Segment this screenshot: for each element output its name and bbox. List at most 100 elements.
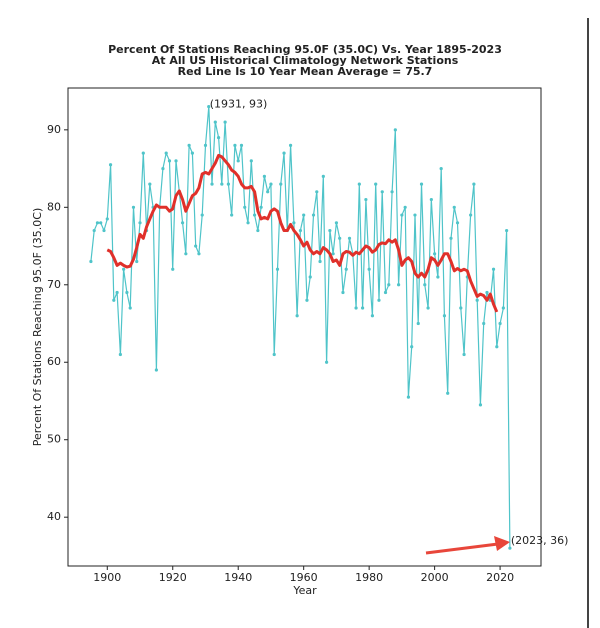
data-point <box>102 228 106 233</box>
data-point <box>393 128 397 132</box>
data-point <box>197 252 201 256</box>
data-point <box>138 221 142 225</box>
data-point <box>89 259 93 264</box>
data-point <box>99 221 103 225</box>
data-point <box>239 143 244 147</box>
x-tick-label: 1920 <box>159 571 187 584</box>
data-point <box>387 283 391 287</box>
data-point <box>200 213 204 217</box>
data-point <box>311 213 316 217</box>
data-point <box>115 290 119 295</box>
data-point <box>141 151 145 155</box>
data-point <box>505 228 509 233</box>
data-point <box>220 182 224 186</box>
data-point <box>272 352 276 357</box>
data-point <box>233 143 237 147</box>
data-point <box>118 352 122 357</box>
plot-area: 1900 1920 1940 1960 1980 2000 2020 40 50 60 70 80 90 <box>47 87 542 584</box>
data-point <box>105 217 109 221</box>
data-point <box>324 360 329 364</box>
data-point <box>318 259 322 264</box>
data-point <box>171 267 175 271</box>
data-point <box>230 213 234 217</box>
data-point <box>174 159 178 163</box>
data-point <box>482 321 486 326</box>
data-point <box>262 174 267 178</box>
data-point <box>252 213 257 217</box>
data-point <box>433 252 437 256</box>
data-point <box>475 298 479 302</box>
data-point <box>282 151 286 155</box>
data-point <box>354 306 358 310</box>
plot-frame <box>67 87 542 567</box>
data-point <box>246 221 250 225</box>
annotation: (1931, 93) <box>210 98 268 111</box>
data-point <box>203 143 208 147</box>
data-point <box>446 391 450 395</box>
y-tick-label: 90 <box>47 123 61 136</box>
annotation: (2023, 36) <box>511 534 569 547</box>
data-point <box>279 182 283 186</box>
data-point <box>462 352 466 357</box>
data-point <box>390 190 394 194</box>
data-point <box>302 213 306 217</box>
data-point <box>308 275 312 279</box>
data-point <box>243 205 247 209</box>
data-point <box>328 228 332 233</box>
data-point <box>288 143 293 147</box>
x-tick-label: 1940 <box>224 571 252 584</box>
data-point <box>305 298 309 302</box>
y-tick-label: 70 <box>47 278 61 291</box>
data-point <box>498 321 502 326</box>
data-point <box>154 368 158 372</box>
data-point <box>472 182 476 186</box>
data-point <box>131 205 136 209</box>
data-point <box>321 174 325 178</box>
data-point <box>449 236 453 240</box>
data-point <box>266 190 270 194</box>
data-point <box>397 283 401 287</box>
data-point <box>410 345 414 349</box>
data-point <box>452 205 456 209</box>
data-point <box>469 213 473 217</box>
data-point <box>194 244 198 248</box>
data-point <box>338 236 342 240</box>
data-point <box>334 221 339 225</box>
data-point <box>164 151 168 155</box>
data-point <box>383 290 388 295</box>
data-point <box>416 321 420 326</box>
series-line <box>106 153 499 313</box>
data-point <box>190 151 194 155</box>
data-point <box>491 267 496 271</box>
data-point <box>236 159 240 163</box>
chart-title: At All US Historical Climatology Network… <box>152 54 459 67</box>
x-tick-label: 1900 <box>93 571 121 584</box>
data-point <box>259 205 263 209</box>
x-tick-label: 2020 <box>486 571 514 584</box>
data-point <box>207 104 211 109</box>
chart-title: Percent Of Stations Reaching 95.0F (35.0… <box>108 43 502 56</box>
y-tick-label: 80 <box>47 200 61 213</box>
data-point <box>357 182 361 186</box>
data-point <box>167 159 172 163</box>
data-point <box>377 298 381 302</box>
data-point <box>419 182 424 186</box>
data-point <box>269 182 273 186</box>
data-point <box>367 267 371 271</box>
data-point <box>295 314 299 318</box>
data-point <box>216 135 221 140</box>
data-point <box>180 221 185 225</box>
data-point <box>459 306 463 310</box>
data-point <box>495 345 499 349</box>
data-point <box>298 228 303 233</box>
data-point <box>380 190 384 194</box>
data-point <box>439 166 443 171</box>
data-point <box>423 283 427 287</box>
data-point <box>108 163 113 167</box>
data-point <box>344 267 348 271</box>
data-point <box>413 213 417 217</box>
data-point <box>370 314 375 318</box>
data-point <box>361 306 365 310</box>
